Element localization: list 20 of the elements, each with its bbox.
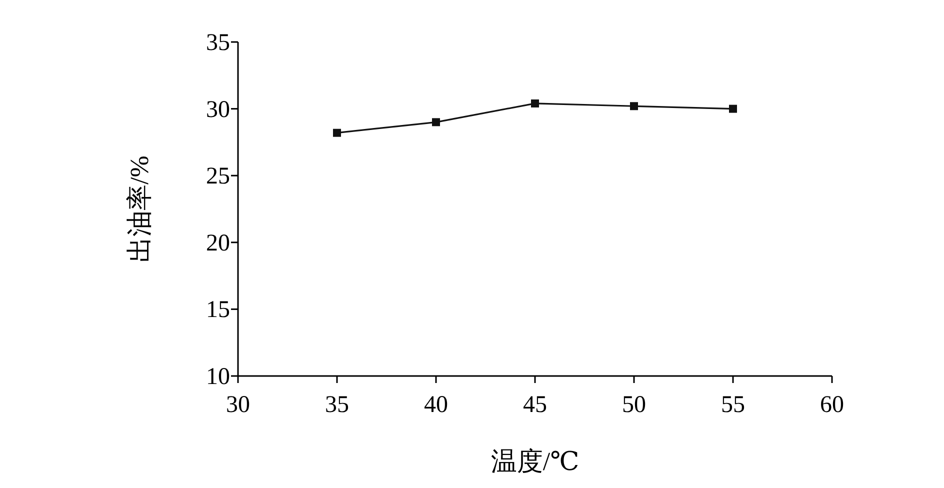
y-tick-label: 25 bbox=[206, 164, 230, 190]
point bbox=[630, 102, 638, 110]
y-axis-title: 出油率/% bbox=[125, 156, 154, 262]
point bbox=[531, 99, 539, 108]
x-tick-label: 60 bbox=[820, 392, 844, 418]
y-tick-label: 35 bbox=[206, 30, 230, 56]
x-tick-label: 40 bbox=[424, 392, 448, 418]
x-tick-label: 50 bbox=[622, 392, 646, 418]
y-tick-label: 30 bbox=[206, 96, 230, 123]
y-tick-label: 10 bbox=[206, 364, 230, 390]
x-tick-label: 45 bbox=[523, 392, 547, 418]
point bbox=[432, 118, 440, 126]
x-tick-label: 30 bbox=[226, 392, 250, 418]
x-axis-title: 温度/℃ bbox=[490, 447, 580, 476]
x-tick-label: 35 bbox=[325, 392, 349, 418]
y-tick-label: 20 bbox=[206, 230, 230, 256]
point bbox=[333, 128, 341, 137]
point bbox=[729, 104, 737, 113]
y-tick-label: 15 bbox=[206, 297, 230, 324]
x-tick-label: 55 bbox=[721, 392, 745, 418]
